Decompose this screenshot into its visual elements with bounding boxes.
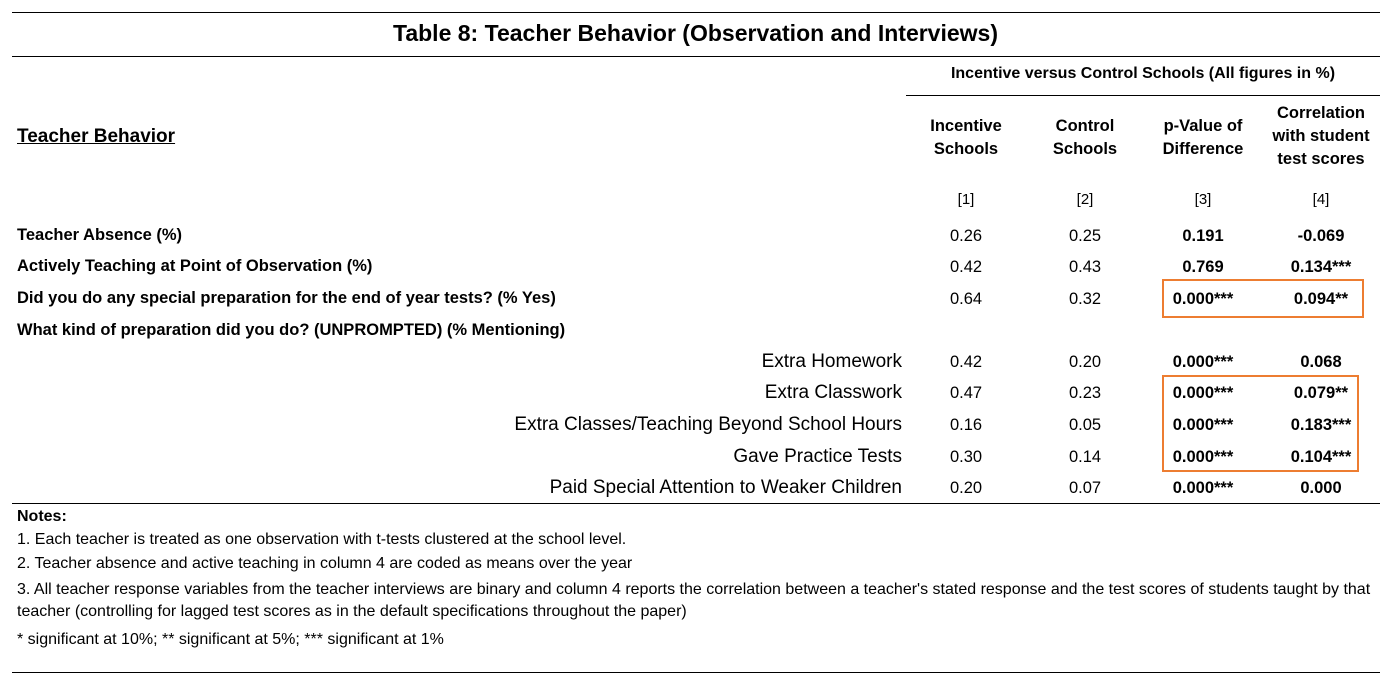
table-cell: 0.191 <box>1182 227 1224 245</box>
sub-row-label: Gave Practice Tests <box>733 446 902 467</box>
group-header: Incentive versus Control Schools (All fi… <box>950 65 1336 82</box>
table-bottom-rule <box>12 503 1380 504</box>
title-rule <box>12 56 1380 57</box>
sub-row-label: Paid Special Attention to Weaker Childre… <box>549 477 902 498</box>
table-cell: 0.23 <box>1068 384 1102 402</box>
table-cell: 0.16 <box>949 416 983 434</box>
column-header-line: test scores <box>1277 150 1365 168</box>
row-label: Did you do any special preparation for t… <box>17 289 556 307</box>
column-number: [4] <box>1312 191 1330 208</box>
column-header-line: Incentive <box>930 117 1002 135</box>
sub-row-label: Extra Homework <box>761 351 902 372</box>
table-cell: 0.26 <box>949 227 983 245</box>
table-cell: 0.079** <box>1293 384 1349 402</box>
table-cell: 0.43 <box>1068 258 1102 276</box>
top-rule <box>12 12 1380 13</box>
table-cell: 0.094** <box>1293 290 1349 308</box>
table-cell: 0.000*** <box>1172 384 1234 402</box>
table-cell: 0.000*** <box>1172 416 1234 434</box>
table-cell: 0.000 <box>1300 479 1342 497</box>
column-header-line: Control <box>1055 117 1115 135</box>
table-cell: 0.14 <box>1068 448 1102 466</box>
column-number: [2] <box>1076 191 1094 208</box>
table-cell: 0.000*** <box>1172 290 1234 308</box>
column-header-line: p-Value of <box>1163 117 1243 135</box>
notes-heading: Notes: <box>17 508 67 525</box>
highlight-box <box>1162 375 1359 472</box>
table-cell: 0.05 <box>1068 416 1102 434</box>
row-label: Actively Teaching at Point of Observatio… <box>17 257 373 275</box>
table-cell: -0.069 <box>1297 227 1345 245</box>
column-header-line: with student <box>1272 127 1370 145</box>
column-number: [3] <box>1194 191 1212 208</box>
column-header-line: Schools <box>933 140 999 158</box>
table-cell: 0.07 <box>1068 479 1102 497</box>
table-cell: 0.183*** <box>1290 416 1352 434</box>
note-item: 2. Teacher absence and active teaching i… <box>17 555 633 572</box>
table-cell: 0.32 <box>1068 290 1102 308</box>
sub-row-label: Extra Classwork <box>764 382 902 403</box>
table-cell: 0.30 <box>949 448 983 466</box>
table-cell: 0.47 <box>949 384 983 402</box>
group-header-rule <box>906 95 1380 96</box>
column-header-line: Correlation <box>1276 104 1365 122</box>
highlight-box <box>1162 279 1364 318</box>
column-header-p-value: p-Value of Difference <box>1145 115 1261 161</box>
column-header-control: Control Schools <box>1027 115 1143 161</box>
column-header-line: Difference <box>1162 140 1244 158</box>
table-cell: 0.000*** <box>1172 448 1234 466</box>
sub-row-label: Extra Classes/Teaching Beyond School Hou… <box>514 414 902 435</box>
column-number: [1] <box>957 191 975 208</box>
table-title: Table 8: Teacher Behavior (Observation a… <box>393 20 998 46</box>
table-cell: 0.104*** <box>1290 448 1352 466</box>
table-cell: 0.769 <box>1182 258 1224 276</box>
notes-bottom-rule <box>12 672 1380 673</box>
table-cell: 0.25 <box>1068 227 1102 245</box>
table-cell: 0.42 <box>949 258 983 276</box>
column-header-incentive: Incentive Schools <box>908 115 1024 161</box>
row-label: Teacher Absence (%) <box>17 226 183 244</box>
table-cell: 0.42 <box>949 353 983 371</box>
table-cell: 0.000*** <box>1172 479 1234 497</box>
table-cell: 0.20 <box>949 479 983 497</box>
note-item: 1. Each teacher is treated as one observ… <box>17 531 627 548</box>
table-cell: 0.134*** <box>1290 258 1352 276</box>
table-cell: 0.000*** <box>1172 353 1234 371</box>
column-header-correlation: Correlation with student test scores <box>1262 102 1380 171</box>
table-cell: 0.64 <box>949 290 983 308</box>
row-label: What kind of preparation did you do? (UN… <box>17 321 566 339</box>
note-item: 3. All teacher response variables from t… <box>17 581 1371 620</box>
table-cell: 0.20 <box>1068 353 1102 371</box>
section-title: Teacher Behavior <box>17 126 176 147</box>
note-item: * significant at 10%; ** significant at … <box>17 631 444 648</box>
column-header-line: Schools <box>1052 140 1118 158</box>
table-cell: 0.068 <box>1300 353 1342 371</box>
